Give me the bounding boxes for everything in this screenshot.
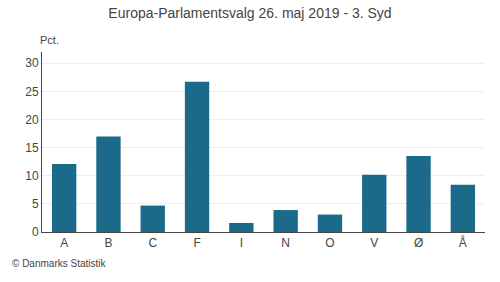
svg-text:15: 15 bbox=[25, 141, 39, 155]
svg-text:Ø: Ø bbox=[414, 236, 423, 250]
svg-text:O: O bbox=[325, 236, 334, 250]
svg-text:Pct.: Pct. bbox=[40, 34, 59, 46]
svg-text:25: 25 bbox=[25, 85, 39, 99]
svg-text:I: I bbox=[240, 236, 243, 250]
svg-text:A: A bbox=[60, 236, 68, 250]
svg-text:20: 20 bbox=[25, 113, 39, 127]
svg-text:Å: Å bbox=[459, 235, 467, 250]
svg-text:Europa-Parlamentsvalg 26. maj: Europa-Parlamentsvalg 26. maj 2019 - 3. … bbox=[108, 5, 391, 21]
svg-text:0: 0 bbox=[32, 225, 39, 239]
svg-text:V: V bbox=[370, 236, 378, 250]
svg-text:5: 5 bbox=[32, 197, 39, 211]
svg-text:© Danmarks Statistik: © Danmarks Statistik bbox=[12, 258, 107, 269]
svg-text:C: C bbox=[148, 236, 157, 250]
svg-text:10: 10 bbox=[25, 169, 39, 183]
svg-text:F: F bbox=[193, 236, 200, 250]
svg-text:B: B bbox=[104, 236, 112, 250]
svg-text:N: N bbox=[281, 236, 290, 250]
svg-text:30: 30 bbox=[25, 56, 39, 70]
